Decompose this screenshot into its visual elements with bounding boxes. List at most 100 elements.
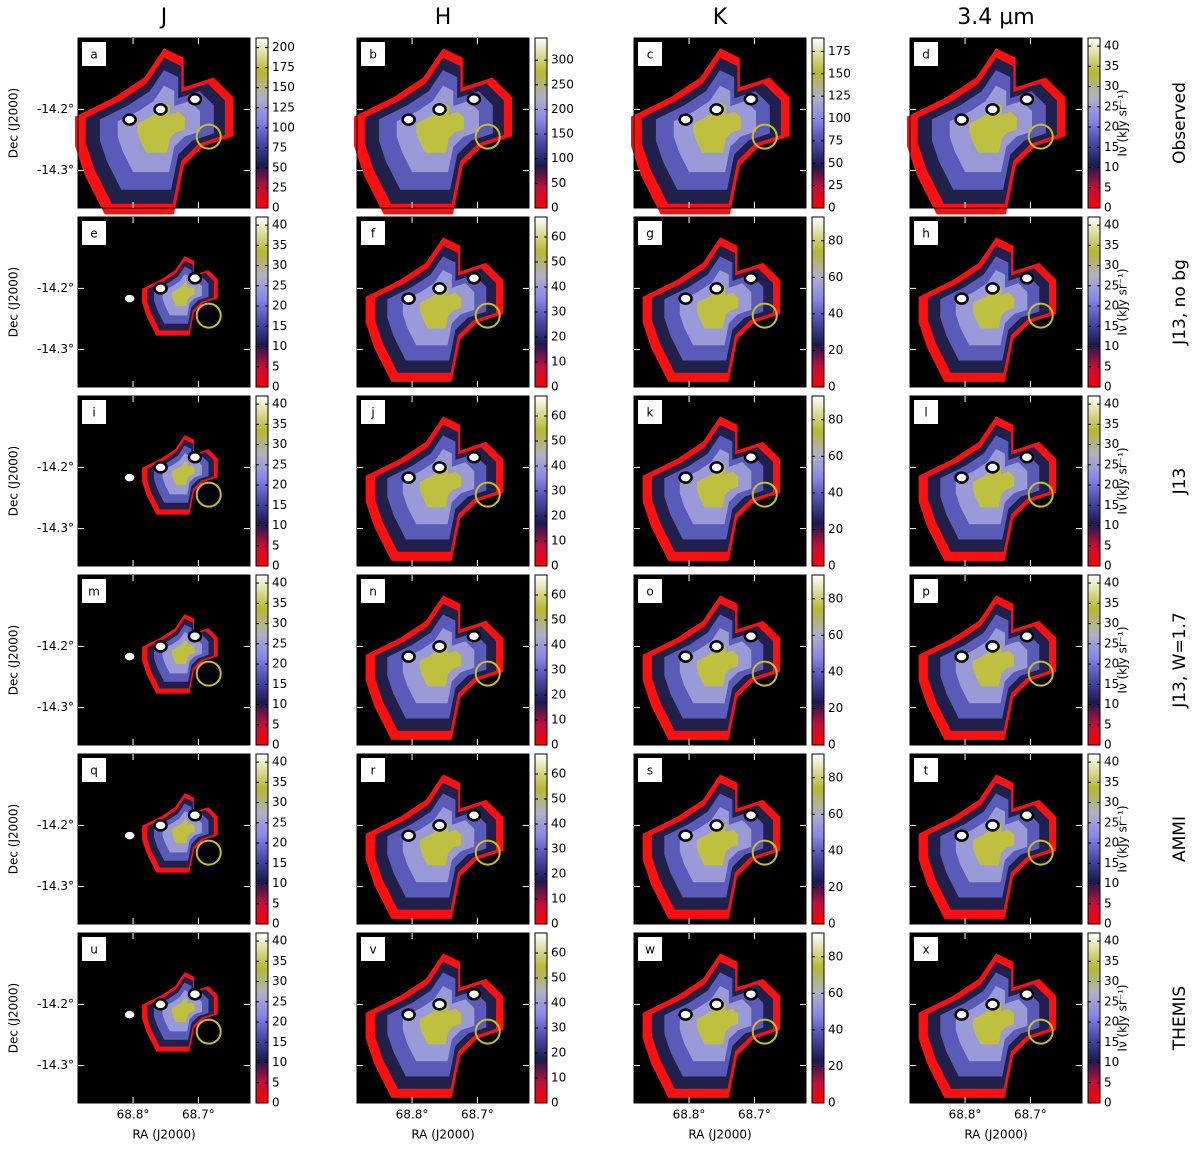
panel-letter-box: [638, 42, 662, 66]
colorbar-tick-label: 10: [551, 1071, 566, 1085]
source-contour: [954, 471, 969, 484]
source-contour: [1019, 987, 1035, 1001]
colorbar-tick-label: 0: [551, 738, 559, 752]
panel: t: [909, 753, 1083, 925]
colorbar: [534, 216, 548, 388]
colorbar-tick-label: 50: [551, 176, 566, 190]
panel-letter-box: [361, 937, 385, 961]
colorbar-tick-label: 20: [551, 867, 566, 881]
panel: u: [77, 932, 251, 1104]
y-axis-label: Dec (J2000): [7, 983, 21, 1053]
colorbar-tick-label: 25: [272, 457, 287, 471]
source-contour: [153, 640, 168, 653]
colorbar-tick-label: 25: [272, 815, 287, 829]
reference-circle: [195, 123, 222, 150]
colorbar-tick-label: 10: [551, 534, 566, 548]
colorbar-tick-label: 30: [1104, 437, 1119, 451]
y-tick-label: -14.3°: [37, 700, 74, 714]
y-tick-label: -14.2°: [37, 818, 74, 832]
colorbar-tick-label: 60: [828, 270, 843, 284]
colorbar-tick-label: 25: [1104, 99, 1119, 113]
row-label: Observed: [1170, 82, 1190, 164]
panel-letter: x: [922, 943, 929, 957]
source-contour: [187, 92, 203, 106]
panel-frame: [633, 753, 807, 925]
emission-region: [419, 1001, 462, 1045]
colorbar-tick-label: 10: [551, 713, 566, 727]
source-contour: [954, 113, 969, 126]
panel: b: [354, 37, 530, 215]
colorbar-tick-label: 5: [272, 359, 280, 373]
source-contour: [401, 292, 416, 305]
colorbar-tick-label: 200: [551, 102, 574, 116]
panel-frame: [77, 395, 251, 567]
row-label: THEMIS: [1170, 986, 1190, 1051]
colorbar-tick-label: 40: [551, 996, 566, 1010]
panel-letter: a: [90, 48, 97, 62]
colorbar-tick-label: 0: [272, 201, 280, 215]
colorbar-tick-label: 0: [1104, 1096, 1112, 1110]
reference-circle: [195, 660, 222, 687]
colorbar-tick-label: 40: [1104, 576, 1119, 590]
colorbar-tick-label: 5: [1104, 896, 1112, 910]
panel: f: [356, 216, 530, 388]
source-contour: [432, 640, 447, 653]
colorbar-tick-label: 40: [272, 755, 287, 769]
colorbar-tick-label: 25: [1104, 994, 1119, 1008]
panel-frame: [909, 574, 1083, 746]
colorbar-tick-label: 20: [272, 299, 287, 313]
reference-circle: [474, 302, 501, 329]
panel-letter: j: [370, 406, 374, 420]
colorbar-tick-label: 35: [1104, 954, 1119, 968]
panel: x: [909, 932, 1083, 1104]
panel-frame: [909, 216, 1083, 388]
colorbar-tick-label: 0: [1104, 559, 1112, 573]
colorbar-tick-label: 30: [272, 437, 287, 451]
colorbar-tick-label: 35: [272, 417, 287, 431]
panel-letter: n: [369, 585, 377, 599]
source-contour: [466, 808, 482, 822]
x-axis-label: RA (J2000): [688, 1128, 751, 1142]
source-contour: [954, 292, 969, 305]
source-contour: [985, 998, 1000, 1011]
panel-letter: m: [88, 585, 100, 599]
colorbar: [1087, 574, 1101, 746]
panel-letter-box: [82, 758, 106, 782]
colorbar-tick-label: 20: [828, 522, 843, 536]
source-contour: [743, 629, 759, 643]
colorbar-tick-label: 30: [1104, 258, 1119, 272]
source-contour: [709, 819, 724, 832]
x-tick-label: 68.8°: [396, 1108, 429, 1122]
reference-circle: [195, 839, 222, 866]
y-axis-label: Dec (J2000): [7, 625, 21, 695]
source-contour: [187, 629, 203, 643]
colorbar-tick-label: 10: [1104, 160, 1119, 174]
panel-letter-box: [638, 579, 662, 603]
colorbar-tick-label: 15: [1104, 140, 1119, 154]
panel-frame: [356, 932, 530, 1104]
reference-circle: [474, 123, 501, 150]
colorbar-tick-label: 60: [828, 807, 843, 821]
colorbar-tick-label: 15: [272, 319, 287, 333]
colorbar-tick-label: 50: [551, 971, 566, 985]
reference-circle: [751, 1018, 778, 1045]
colorbar-tick-label: 5: [1104, 538, 1112, 552]
source-contour: [466, 987, 482, 1001]
colorbar-tick-label: 75: [828, 133, 843, 147]
colorbar-tick-label: 5: [272, 1075, 280, 1089]
colorbar-tick-label: 10: [272, 1055, 287, 1069]
panel-frame: [356, 395, 530, 567]
panel-letter: s: [647, 764, 653, 778]
emission-region: [419, 285, 462, 329]
source-contour: [743, 987, 759, 1001]
panel-letter-box: [82, 221, 106, 245]
colorbar-tick-label: 0: [828, 559, 836, 573]
colorbar: [811, 37, 825, 209]
panel-letter: g: [646, 227, 654, 241]
reference-circle: [751, 660, 778, 687]
emission-region: [419, 822, 462, 866]
colorbar-tick-label: 30: [551, 1021, 566, 1035]
source-contour: [1019, 808, 1035, 822]
colorbar-tick-label: 30: [272, 616, 287, 630]
